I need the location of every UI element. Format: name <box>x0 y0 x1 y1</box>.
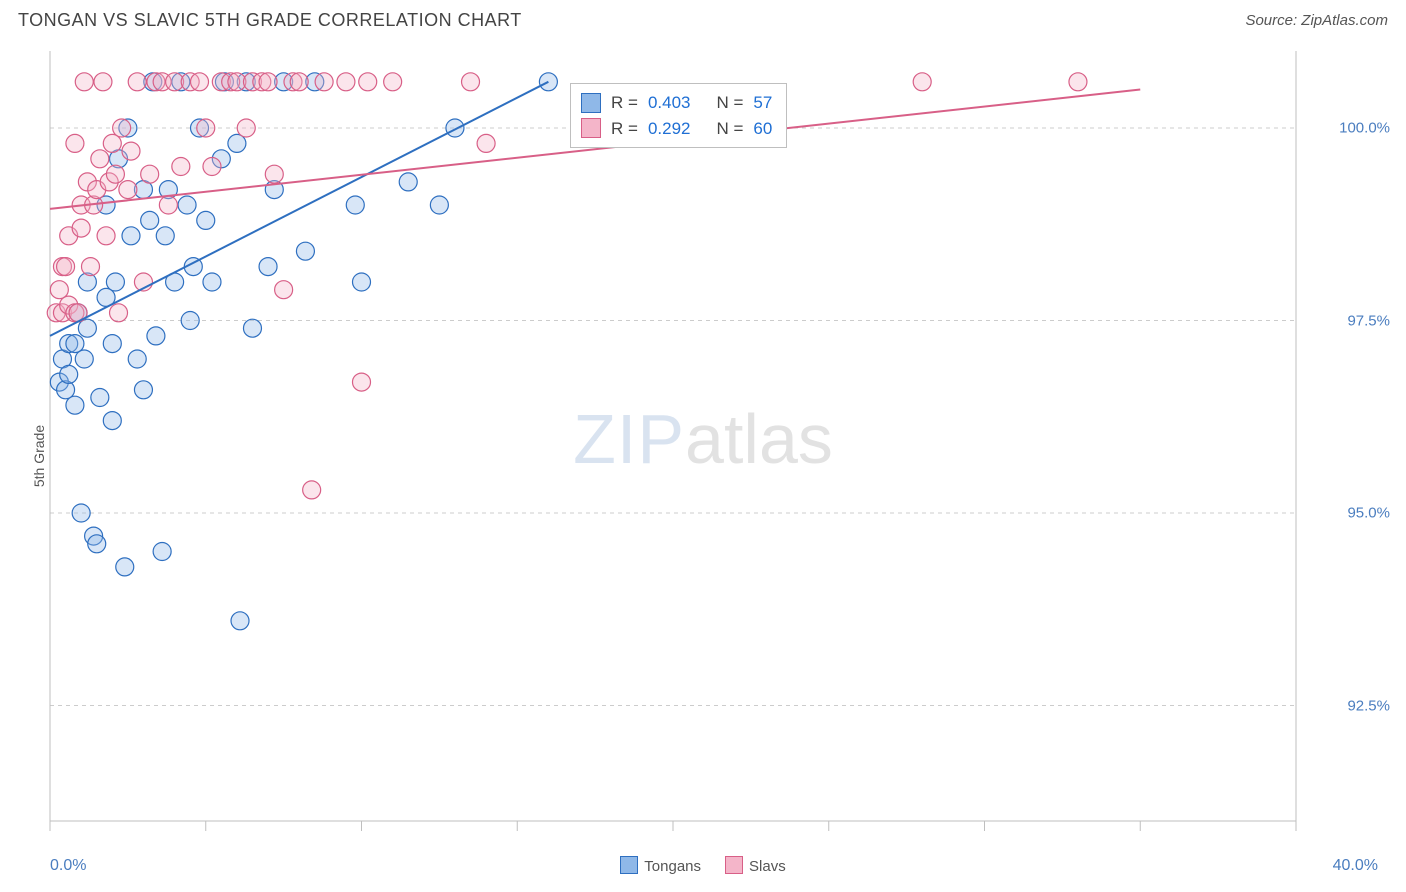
legend-item-slavs: Slavs <box>725 856 786 875</box>
data-point <box>141 165 159 183</box>
data-point <box>290 73 308 91</box>
data-point <box>103 412 121 430</box>
data-point <box>477 134 495 152</box>
stats-n-label: N = <box>716 90 743 116</box>
data-point <box>94 73 112 91</box>
data-point <box>78 273 96 291</box>
scatter-chart <box>0 31 1406 881</box>
legend-swatch-tongans <box>620 856 638 874</box>
data-point <box>156 227 174 245</box>
data-point <box>446 119 464 137</box>
legend-item-tongans: Tongans <box>620 856 701 875</box>
y-tick-label: 95.0% <box>1347 505 1390 522</box>
data-point <box>303 481 321 499</box>
data-point <box>128 350 146 368</box>
data-point <box>60 365 78 383</box>
stats-box: R = 0.403 N = 57 R = 0.292 N = 60 <box>570 83 787 148</box>
data-point <box>88 535 106 553</box>
data-point <box>197 119 215 137</box>
y-axis-label: 5th Grade <box>31 425 47 487</box>
data-point <box>315 73 333 91</box>
data-point <box>75 73 93 91</box>
data-point <box>110 304 128 322</box>
data-point <box>91 389 109 407</box>
data-point <box>141 211 159 229</box>
data-point <box>178 196 196 214</box>
stats-n-label: N = <box>716 116 743 142</box>
data-point <box>259 258 277 276</box>
data-point <box>159 196 177 214</box>
stats-r-value-tongans: 0.403 <box>648 90 691 116</box>
data-point <box>259 73 277 91</box>
y-tick-label: 97.5% <box>1347 312 1390 329</box>
stats-n-value-tongans: 57 <box>753 90 772 116</box>
data-point <box>66 134 84 152</box>
data-point <box>66 396 84 414</box>
data-point <box>91 150 109 168</box>
data-point <box>103 335 121 353</box>
data-point <box>181 312 199 330</box>
stats-swatch-slavs <box>581 118 601 138</box>
data-point <box>191 73 209 91</box>
stats-r-label: R = <box>611 90 638 116</box>
data-point <box>243 319 261 337</box>
stats-row-slavs: R = 0.292 N = 60 <box>581 116 772 142</box>
data-point <box>203 158 221 176</box>
data-point <box>237 119 255 137</box>
data-point <box>353 373 371 391</box>
data-point <box>122 227 140 245</box>
chart-title: TONGAN VS SLAVIC 5TH GRADE CORRELATION C… <box>18 10 522 31</box>
data-point <box>337 73 355 91</box>
data-point <box>113 119 131 137</box>
data-point <box>57 258 75 276</box>
stats-r-label: R = <box>611 116 638 142</box>
data-point <box>97 227 115 245</box>
data-point <box>462 73 480 91</box>
data-point <box>153 543 171 561</box>
x-legend: Tongans Slavs <box>0 856 1406 875</box>
data-point <box>128 73 146 91</box>
data-point <box>353 273 371 291</box>
data-point <box>203 273 221 291</box>
y-tick-label: 100.0% <box>1339 120 1390 137</box>
data-point <box>1069 73 1087 91</box>
source-label: Source: ZipAtlas.com <box>1245 12 1388 29</box>
data-point <box>275 281 293 299</box>
data-point <box>296 242 314 260</box>
chart-area: 5th Grade ZIPatlas 92.5%95.0%97.5%100.0%… <box>0 31 1406 881</box>
data-point <box>72 219 90 237</box>
stats-n-value-slavs: 60 <box>753 116 772 142</box>
data-point <box>384 73 402 91</box>
data-point <box>346 196 364 214</box>
data-point <box>116 558 134 576</box>
data-point <box>119 181 137 199</box>
data-point <box>106 165 124 183</box>
data-point <box>134 381 152 399</box>
data-point <box>172 158 190 176</box>
data-point <box>81 258 99 276</box>
data-point <box>399 173 417 191</box>
data-point <box>197 211 215 229</box>
stats-swatch-tongans <box>581 93 601 113</box>
data-point <box>72 504 90 522</box>
stats-row-tongans: R = 0.403 N = 57 <box>581 90 772 116</box>
data-point <box>913 73 931 91</box>
data-point <box>430 196 448 214</box>
legend-label-tongans: Tongans <box>644 858 701 875</box>
data-point <box>147 327 165 345</box>
stats-r-value-slavs: 0.292 <box>648 116 691 142</box>
data-point <box>231 612 249 630</box>
data-point <box>265 165 283 183</box>
y-tick-label: 92.5% <box>1347 697 1390 714</box>
legend-label-slavs: Slavs <box>749 858 786 875</box>
data-point <box>106 273 124 291</box>
data-point <box>75 350 93 368</box>
data-point <box>122 142 140 160</box>
data-point <box>359 73 377 91</box>
legend-swatch-slavs <box>725 856 743 874</box>
